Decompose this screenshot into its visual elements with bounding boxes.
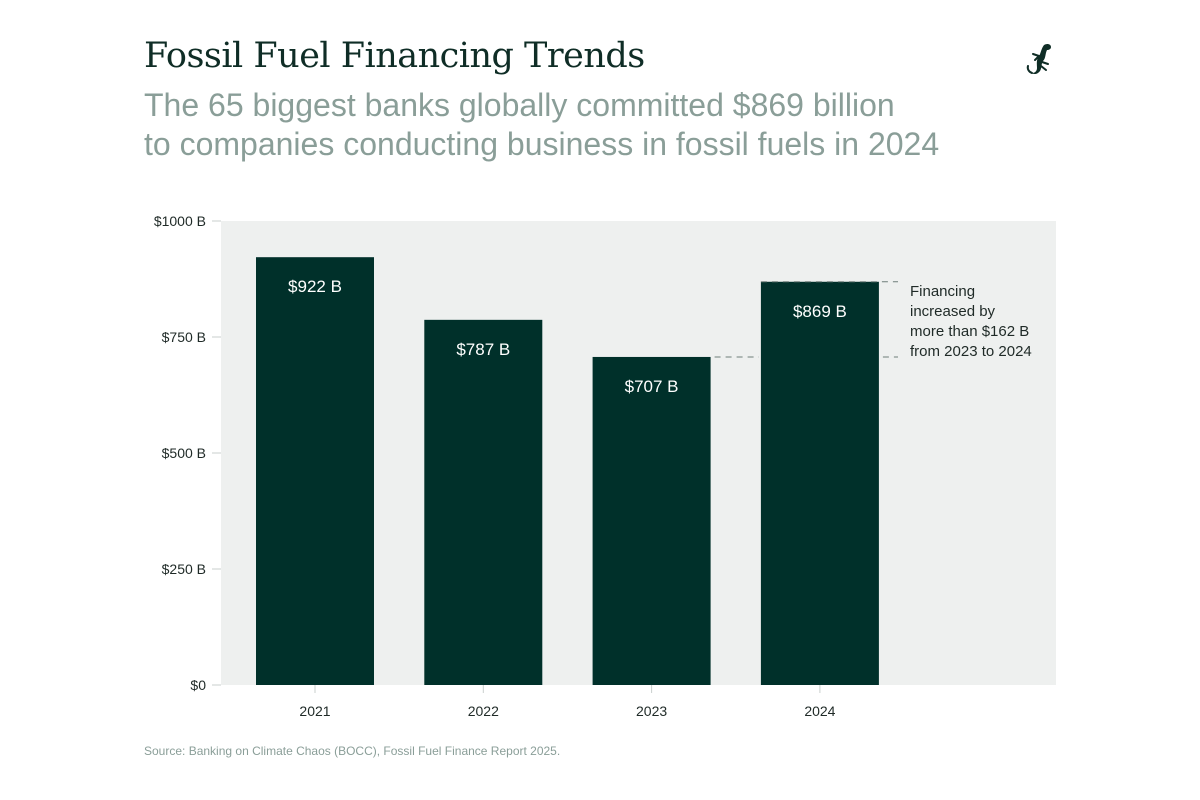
y-tick-label: $750 B	[162, 329, 206, 345]
bar	[424, 319, 543, 685]
x-tick-label: 2021	[299, 703, 330, 719]
annotation-line: from 2023 to 2024	[910, 343, 1032, 360]
chart-title: Fossil Fuel Financing Trends	[144, 36, 645, 76]
data-label: $707 B	[625, 377, 679, 396]
x-tick-label: 2023	[636, 703, 667, 719]
data-label: $787 B	[456, 340, 510, 359]
subtitle-line-1: The 65 biggest banks globally committed …	[144, 87, 895, 123]
bar	[592, 356, 711, 685]
annotation-line: increased by	[910, 303, 996, 320]
x-axis: 2021 2022 2023 2024	[299, 685, 836, 719]
bars: $922 B $787 B $707 B $869 B	[256, 257, 879, 685]
bar	[760, 281, 879, 685]
y-tick-label: $250 B	[162, 561, 206, 577]
y-axis: $0 $250 B $500 B $750 B $1000 B	[154, 213, 221, 693]
annotation-line: Financing	[910, 283, 975, 300]
source-note: Source: Banking on Climate Chaos (BOCC),…	[144, 744, 561, 758]
annotation: Financing increased by more than $162 B fro…	[714, 281, 1032, 360]
gecko-icon	[1026, 43, 1051, 75]
bar	[256, 257, 374, 685]
y-tick-label: $1000 B	[154, 213, 206, 229]
chart-subtitle: The 65 biggest banks globally committed …	[144, 86, 1044, 164]
data-label: $869 B	[793, 302, 847, 321]
data-label: $922 B	[288, 277, 342, 296]
x-tick-label: 2024	[804, 703, 835, 719]
y-tick-label: $0	[190, 677, 206, 693]
y-tick-label: $500 B	[162, 445, 206, 461]
x-tick-label: 2022	[468, 703, 499, 719]
subtitle-line-2: to companies conducting business in foss…	[144, 126, 940, 162]
annotation-line: more than $162 B	[910, 323, 1029, 340]
